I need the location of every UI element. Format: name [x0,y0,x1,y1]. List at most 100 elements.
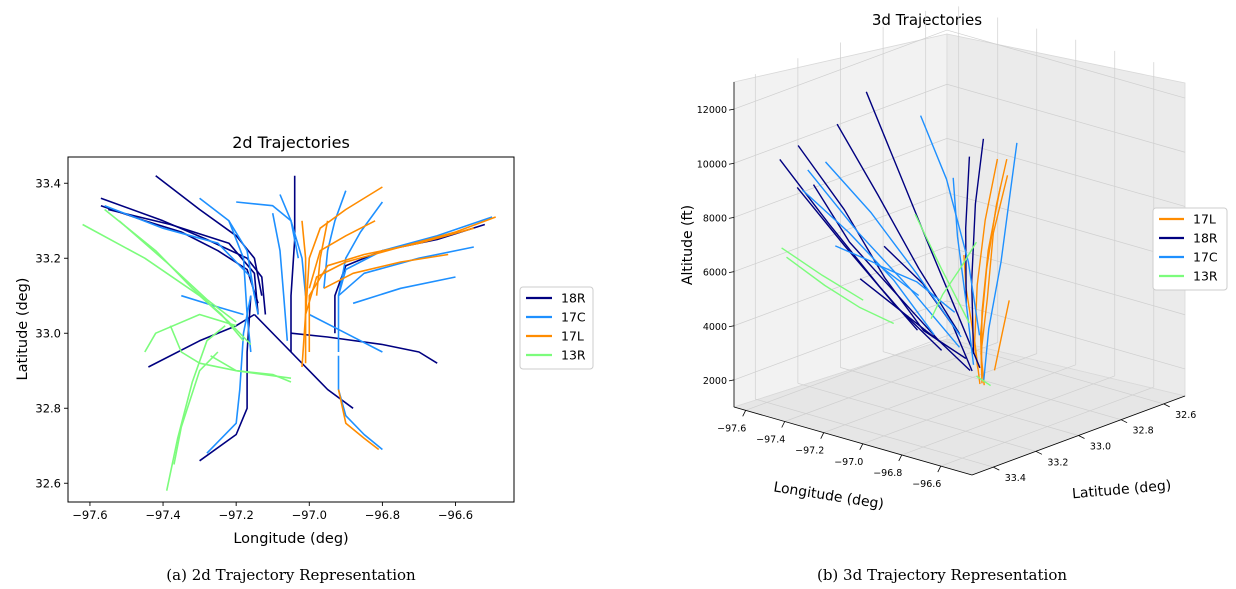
trajectory-3d-17c-7 [835,245,920,297]
legend-2d-box [519,286,594,370]
trajectory-3d-18r-2 [865,91,981,369]
z-tick-3d-1 [728,325,735,328]
trajectory-2d-17c-3 [337,201,384,296]
trajectory-2d-17c-10 [228,220,252,353]
x-tick-label-3d-1: −97.4 [756,434,785,445]
chart-2d: 2d Trajectories −97.6 −97.4 −97.2 −97.0 −96.… [15,133,594,547]
x-tick-3d-5 [937,465,942,473]
trajectory-2d-17c-14 [308,313,383,353]
chart-2d-legend: 18R 17C 17L 13R [519,286,594,370]
trajectory-3d-17c-4 [801,189,935,336]
grid-3d-floor-y-4 [755,398,994,468]
x-tick-label-2d-3: −97.0 [292,508,327,522]
trajectory-3d-18r-7 [796,186,943,351]
z-tick-3d-4 [728,162,735,165]
z-tick-label-3d-5: 12000 [697,105,727,116]
x-tick-3d-3 [859,443,864,450]
trajectory-3d-17c-3 [919,115,981,336]
chart-2d-x-ticks: −97.6 −97.4 −97.2 −97.0 −96.8 −96.6 [72,502,473,522]
x-axis-line [733,406,973,476]
y-tick-3d-2 [1078,435,1085,439]
legend-3d-box [1152,207,1228,291]
trajectory-2d-17l-2 [308,227,475,352]
trajectory-2d-13r-7 [210,355,292,383]
grid-3d-z-5 [733,29,1186,110]
trajectory-2d-17c-7 [337,355,383,451]
trajectory-2d-18r-0 [100,197,267,315]
trajectory-3d-18r-5 [971,138,985,355]
y-tick-label-2d-2: 33.0 [35,326,61,340]
z-tick-label-3d-4: 10000 [697,159,727,170]
grid-3d-floor-y-2 [840,367,1079,436]
trajectory-2d-17c-12 [104,204,259,315]
trajectory-3d-17c-1 [807,169,961,348]
caption-b: (b) 3d Trajectory Representation [817,566,1067,584]
y-tick-label-2d-3: 33.2 [35,251,61,265]
trajectory-2d-17l-7 [315,220,329,296]
trajectory-2d-17c-13 [181,294,244,316]
trajectory-2d-13r-2 [118,220,237,323]
trajectory-3d-13r-1 [781,247,864,301]
caption-a: (a) 2d Trajectory Representation [166,566,416,584]
y-tick-label-3d-3: 33.2 [1047,457,1068,468]
grid-3d-z-4 [733,83,1186,164]
x-tick-label-3d-0: −97.6 [717,423,746,434]
trajectory-2d-18r-2 [108,208,259,315]
chart-3d-legend: 17L 18R 17C 13R [1152,207,1228,291]
chart-2d-ylabel: Latitude (deg) [15,278,31,381]
trajectory-2d-17c-1 [279,194,300,259]
trajectory-2d-17c-11 [199,197,256,296]
trajectory-2d-13r-3 [165,325,226,491]
chart-3d-title: 3d Trajectories [872,11,982,29]
chart-2d-xlabel: Longitude (deg) [233,531,348,547]
chart-3d-z-ticks: 2000 4000 6000 8000 10000 12000 [697,105,735,387]
trajectory-2d-17c-5 [337,246,474,297]
trajectory-3d-18r-8 [812,184,941,343]
trajectory-2d-17c-9 [271,213,289,341]
trajectory-2d-17l-3 [308,220,376,289]
legend-3d-label-17C: 17C [1193,250,1218,265]
z-tick-label-3d-0: 2000 [703,376,727,387]
x-tick-3d-4 [898,454,903,462]
chart-2d-frame [67,156,515,503]
z-tick-3d-2 [728,271,735,273]
chart-2d-y-ticks: 32.6 32.8 33.0 33.2 33.4 [35,176,68,490]
trajectory-2d-18r-1 [155,175,263,296]
grid-3d-floor-y-3 [797,382,1036,452]
chart-3d-xlabel: Longitude (deg) [772,479,885,512]
y-tick-3d-4 [993,466,1000,471]
trajectory-3d-17l-3 [979,158,1008,384]
x-tick-label-2d-5: −96.6 [438,508,473,522]
chart-3d-y-ticks: 32.6 32.8 33.0 33.2 33.4 [993,403,1196,484]
x-tick-label-3d-5: −96.6 [912,479,941,490]
z-tick-label-3d-2: 6000 [703,268,727,279]
legend-2d-label-17L: 17L [561,329,584,344]
z-tick-3d-0 [728,379,735,382]
y-tick-label-2d-1: 32.8 [35,401,61,415]
trajectory-2d-17l-1 [304,216,496,364]
trajectory-2d-17l-5 [301,220,307,315]
trajectory-3d-13r-3 [914,213,970,324]
grid-3d-z-2 [733,192,1186,272]
grid-3d-z-0 [733,300,1186,381]
chart-3d: 3d Trajectories −97.6 −97.4 −97.2 −97.0 −96.… [680,6,1228,513]
y-tick-label-3d-4: 33.4 [1005,473,1026,484]
grid-3d-floor-y-1 [883,351,1122,421]
trajectory-2d-17l-6 [337,389,380,451]
x-tick-3d-0 [742,410,747,417]
y-tick-3d-0 [1163,403,1170,408]
trajectory-2d-18r-7 [199,295,252,462]
y-tick-3d-1 [1120,419,1128,424]
x-tick-label-2d-4: −96.8 [365,508,400,522]
x-tick-label-2d-0: −97.6 [72,508,107,522]
x-tick-label-3d-3: −97.0 [834,457,863,468]
y-tick-label-2d-0: 32.6 [35,476,61,490]
trajectory-2d-13r-6 [144,313,237,353]
chart-3d-lines [779,91,1018,387]
trajectory-2d-18r-9 [100,204,259,304]
x-tick-label-2d-2: −97.2 [219,508,254,522]
trajectory-2d-18r-4 [290,175,296,352]
z-tick-3d-3 [728,217,735,219]
chart-3d-ylabel: Latitude (deg) [1071,478,1171,503]
